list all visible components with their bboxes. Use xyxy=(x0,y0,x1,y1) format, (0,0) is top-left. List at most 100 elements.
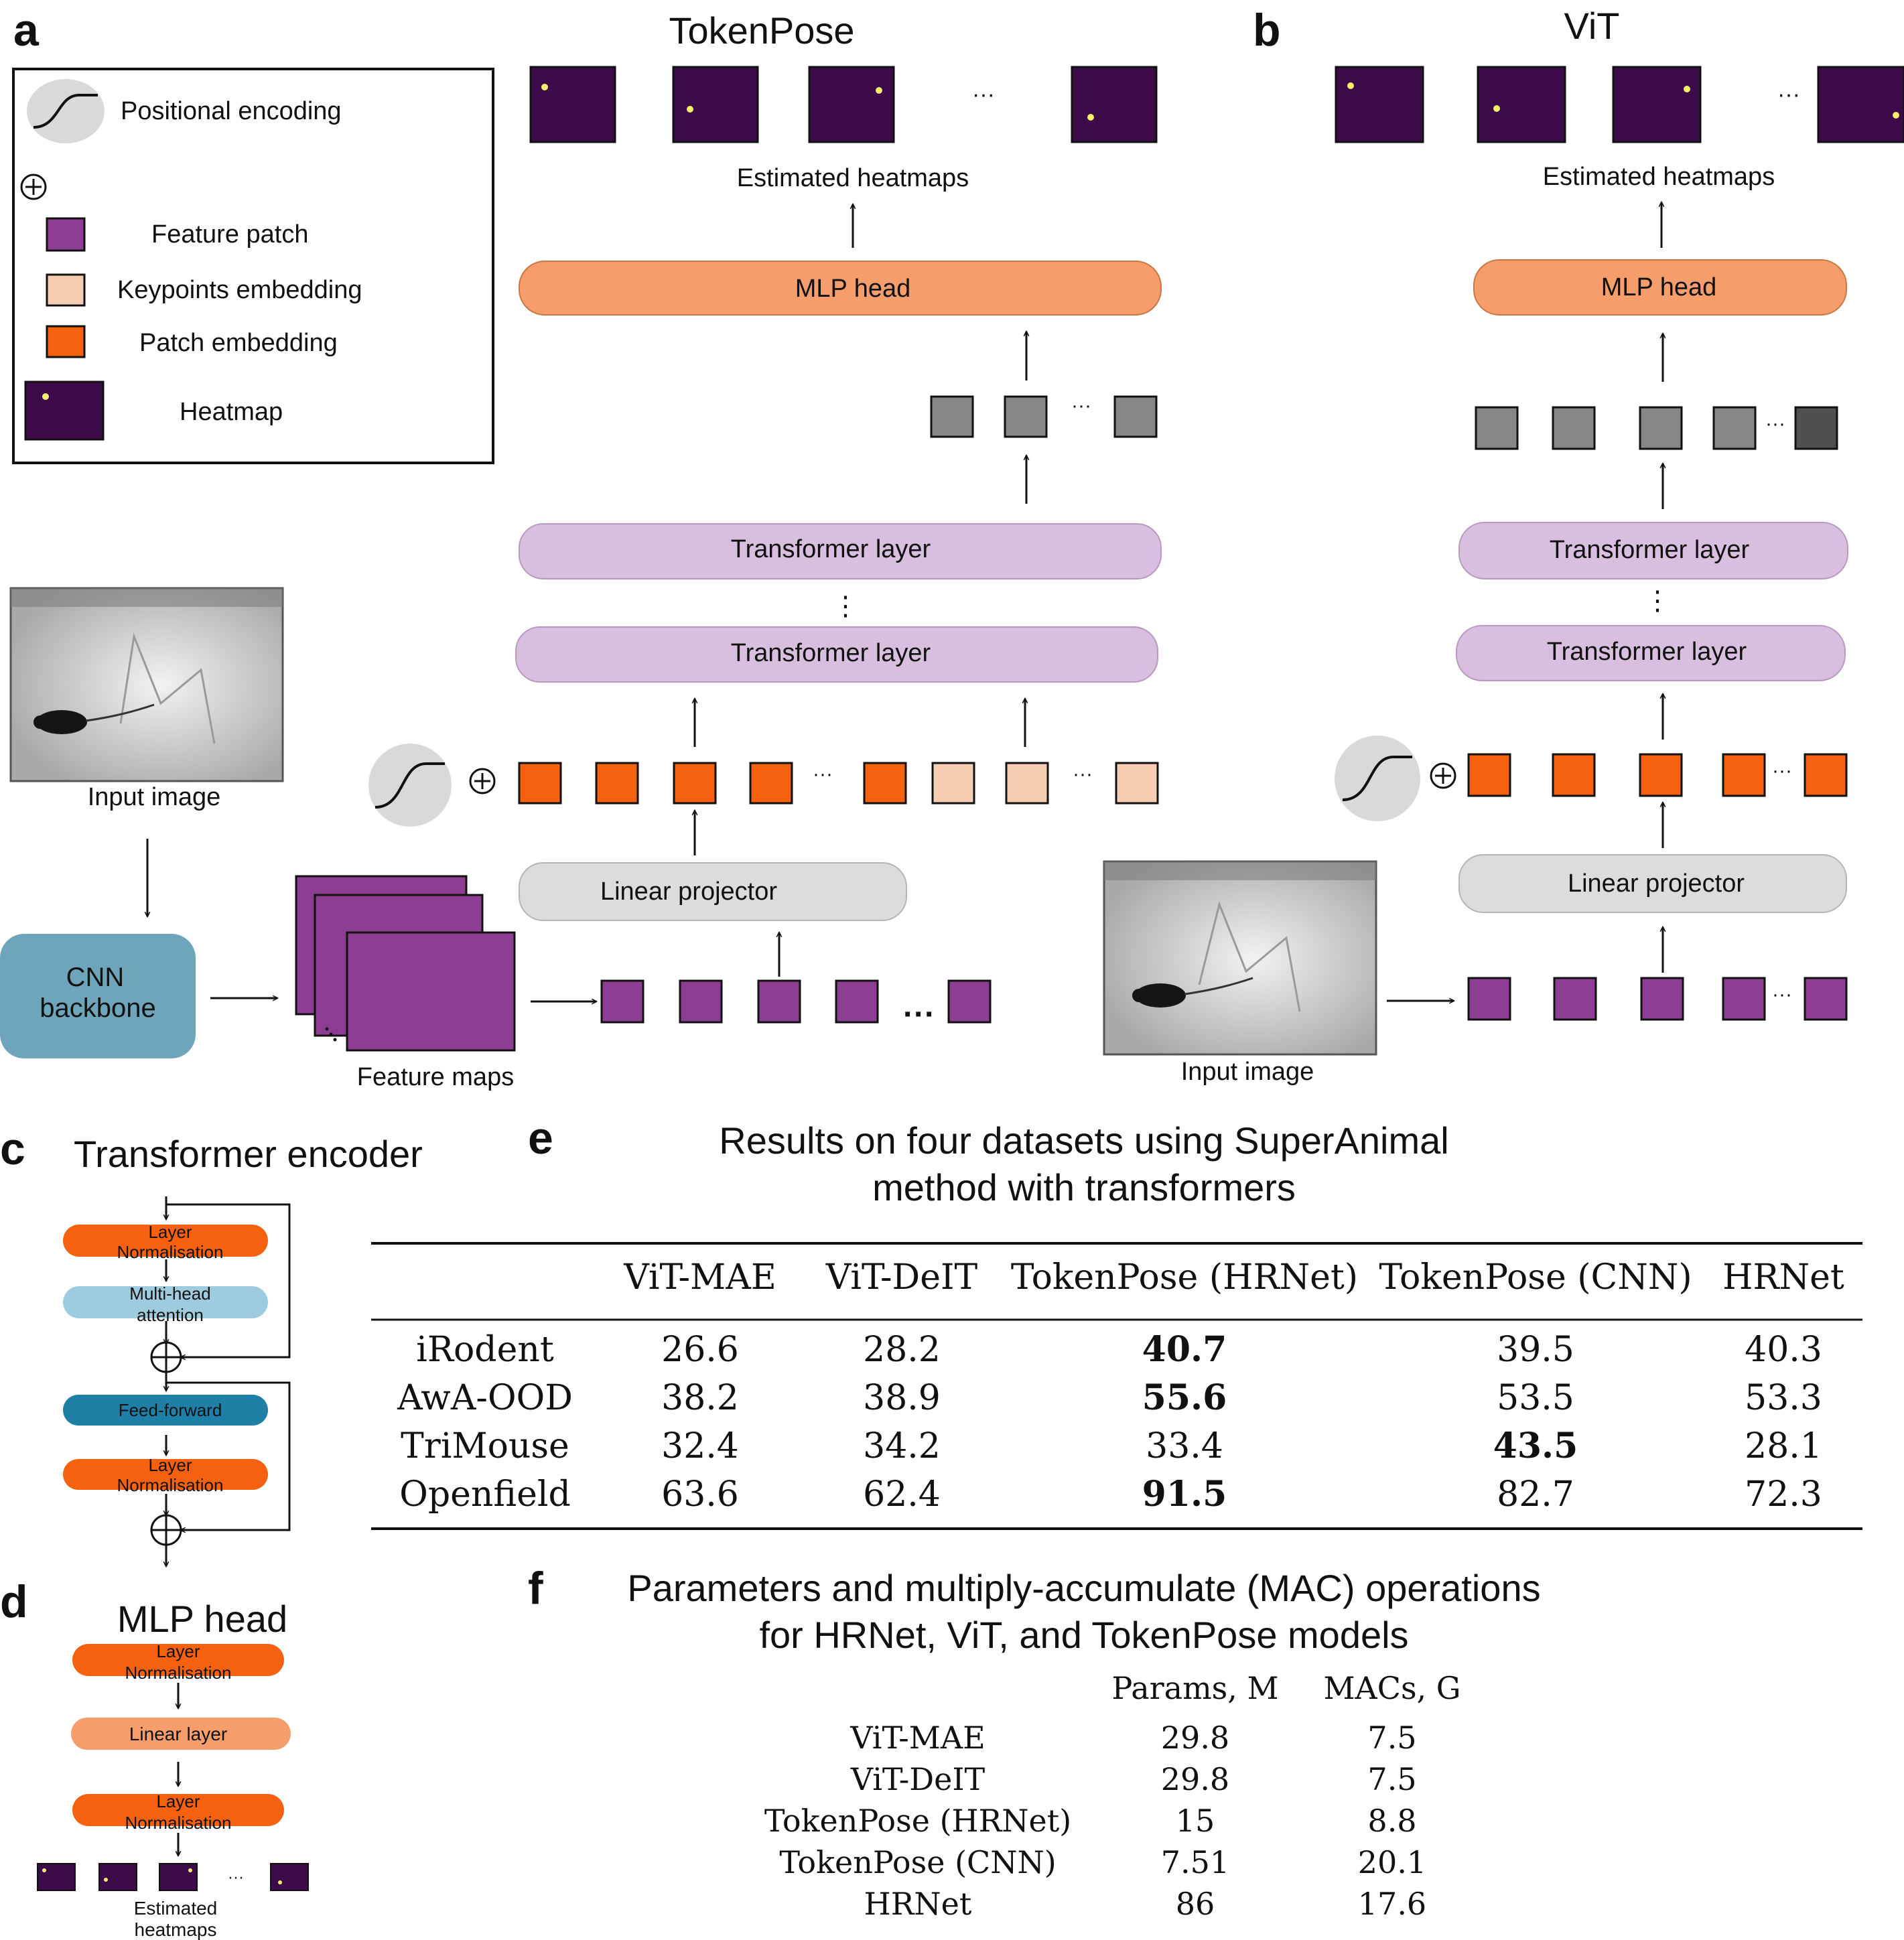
encoder-ln2-line2: Normalisation xyxy=(117,1475,224,1495)
tokenpose-transformer-top-label: Transformer layer xyxy=(731,535,931,563)
vit-heatmaps: ··· xyxy=(1335,66,1904,143)
tokenpose-title: TokenPose xyxy=(669,9,854,52)
embedding-ellipsis-b: ··· xyxy=(1772,760,1792,782)
vit-linear-projector-label: Linear projector xyxy=(1568,870,1745,898)
cnn-backbone-line1: CNN xyxy=(66,963,125,992)
heatmap-a3 xyxy=(808,66,895,143)
vit-linear-projector xyxy=(1458,854,1847,913)
table-e-cell: 32.4 xyxy=(661,1426,739,1466)
legend-keypoints-label: Keypoints embedding xyxy=(117,276,362,304)
table-e-title-line1: Results on four datasets using SuperAnim… xyxy=(719,1119,1448,1162)
mlp-layer-norm-1 xyxy=(72,1644,284,1676)
cnn-backbone xyxy=(0,934,196,1058)
vit-estimated-heatmaps-label: Estimated heatmaps xyxy=(1543,163,1775,191)
table-e-row-label: Openfield xyxy=(399,1474,571,1515)
table-e-row-label: iRodent xyxy=(416,1330,554,1370)
heatmap-b1 xyxy=(1335,66,1424,143)
mlp-linear-layer xyxy=(71,1718,291,1750)
table-f-row-label: TokenPose (HRNet) xyxy=(764,1803,1071,1839)
mlp-est-line1: Estimated xyxy=(134,1898,218,1919)
table-e-cell: 53.5 xyxy=(1497,1378,1574,1418)
table-e-header-2: ViT-DeIT xyxy=(825,1257,978,1298)
input-image-a-label: Input image xyxy=(88,783,221,811)
table-f-row-label: ViT-DeIT xyxy=(850,1761,985,1797)
heatmap-b4 xyxy=(1817,66,1904,143)
tokenpose-linear-projector-label: Linear projector xyxy=(600,878,777,906)
table-e-header-5: HRNet xyxy=(1722,1257,1844,1298)
plus-icon-a xyxy=(469,768,496,794)
table-e-cell: 26.6 xyxy=(661,1330,739,1370)
table-e-header-1: ViT-MAE xyxy=(623,1257,776,1298)
encoder-multi-head-attention xyxy=(63,1286,268,1318)
tokenpose-transformer-top xyxy=(519,523,1162,579)
patch-ellipsis-a: ··· xyxy=(903,997,935,1032)
mlp-est-line2: heatmaps xyxy=(135,1919,217,1940)
encoder-ff-label: Feed-forward xyxy=(119,1400,222,1420)
table-f-cell: 17.6 xyxy=(1358,1886,1426,1922)
mlp-ln1-line2: Normalisation xyxy=(125,1663,232,1683)
encoder-add-icon-2 xyxy=(150,1514,182,1546)
table-e-cell: 72.3 xyxy=(1745,1474,1822,1515)
legend-heatmap-swatch xyxy=(24,380,105,441)
transformer-encoder-title: Transformer encoder xyxy=(74,1133,423,1175)
feature-maps-stack xyxy=(295,875,516,1052)
transformer-vdots-a: ⋮ xyxy=(832,592,859,621)
tokenpose-feature-patches: ··· xyxy=(600,979,992,1032)
table-f: Params, M MACs, G ViT-MAE 29.8 7.5 ViT-DeIT 29… xyxy=(764,1670,1461,1922)
table-e-cell: 39.5 xyxy=(1497,1330,1574,1370)
tokenpose-mlp-head xyxy=(519,261,1162,316)
mlp-ln2-line1: Layer xyxy=(156,1791,200,1811)
feature-maps-label: Feature maps xyxy=(357,1063,514,1091)
table-f-cell: 7.51 xyxy=(1161,1844,1229,1880)
table-f-header-0: Params, M xyxy=(1111,1670,1278,1706)
encoder-layer-norm-1 xyxy=(63,1225,268,1257)
table-e-cell: 34.2 xyxy=(863,1426,941,1466)
tokenpose-output-tokens: ··· xyxy=(930,395,1158,438)
vit-mlp-head-label: MLP head xyxy=(1601,273,1717,301)
encoder-add-icon-1 xyxy=(150,1341,182,1373)
encoder-ln1-line1: Layer xyxy=(148,1222,192,1242)
table-e-cell: 63.6 xyxy=(661,1474,739,1515)
transformer-encoder-diagram: Layer Normalisation Multi-head attention… xyxy=(63,1196,291,1566)
table-f-cell: 8.8 xyxy=(1367,1803,1416,1839)
input-image-a xyxy=(9,587,284,782)
table-f-header-1: MACs, G xyxy=(1323,1670,1460,1706)
panel-letter-d: d xyxy=(0,1576,28,1627)
table-e-cell: 38.2 xyxy=(661,1378,739,1418)
vit-embedding-tokens: ··· xyxy=(1467,753,1848,797)
encoder-feed-forward xyxy=(63,1395,268,1426)
table-f-title-line1: Parameters and multiply-accumulate (MAC)… xyxy=(627,1567,1540,1609)
positional-encoding-a xyxy=(368,744,452,827)
legend-positional-label: Positional encoding xyxy=(121,97,342,125)
heatmap-b2 xyxy=(1477,66,1566,143)
embedding-ellipsis-a1: ··· xyxy=(813,763,833,785)
table-f-cell: 7.5 xyxy=(1367,1720,1416,1756)
vit-transformer-bottom xyxy=(1456,625,1846,681)
table-e-header-4: TokenPose (CNN) xyxy=(1379,1257,1692,1298)
legend-heatmap-label: Heatmap xyxy=(180,398,283,426)
table-e-cell: 43.5 xyxy=(1493,1426,1578,1466)
table-f-cell: 86 xyxy=(1176,1886,1215,1922)
table-f-row-label: HRNet xyxy=(864,1886,972,1922)
encoder-mha-line1: Multi-head xyxy=(129,1284,210,1304)
patch-ellipsis-b: ··· xyxy=(1772,983,1792,1006)
mlp-heatmap-ellipsis: ··· xyxy=(228,1868,244,1886)
table-e-cell: 91.5 xyxy=(1142,1474,1227,1515)
plus-circle-icon xyxy=(20,174,47,200)
cnn-backbone-line2: backbone xyxy=(40,993,155,1023)
token-ellipsis-a: ··· xyxy=(1071,395,1091,417)
table-e-title-line2: method with transformers xyxy=(872,1166,1296,1208)
panel-letter-c: c xyxy=(0,1123,25,1174)
encoder-ln1-line2: Normalisation xyxy=(117,1242,224,1262)
vit-transformer-top-label: Transformer layer xyxy=(1550,536,1750,564)
heatmap-a2 xyxy=(672,66,759,143)
input-image-b-label: Input image xyxy=(1181,1058,1314,1086)
vit-mlp-head xyxy=(1473,259,1847,316)
transformer-vdots-b: ⋮ xyxy=(1644,586,1671,616)
table-f-row-label: ViT-MAE xyxy=(849,1720,985,1756)
positional-encoding-icon xyxy=(27,79,105,143)
panel-letter-f: f xyxy=(528,1563,543,1614)
panel-letter-b: b xyxy=(1253,5,1281,56)
encoder-layer-norm-2 xyxy=(63,1459,268,1490)
